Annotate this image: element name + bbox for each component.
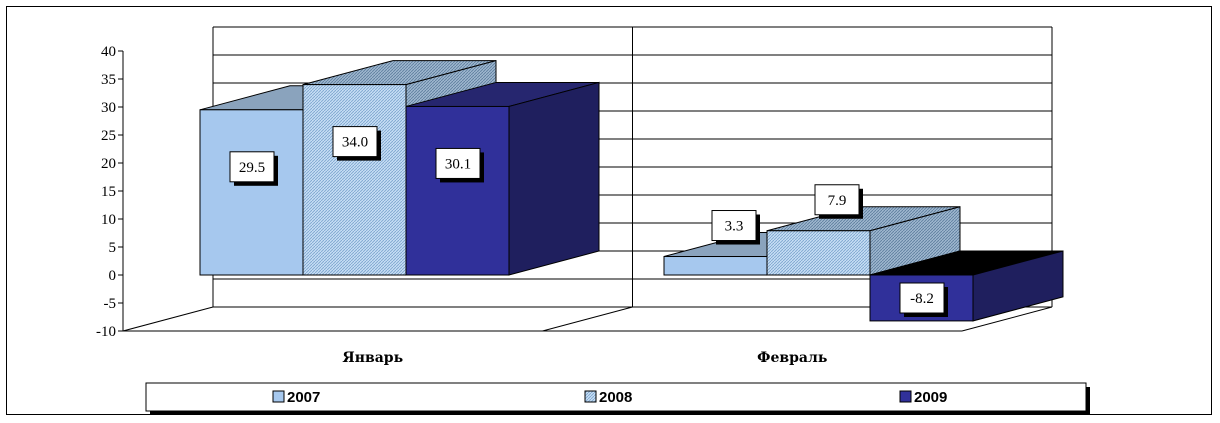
y-tick-label: 15	[101, 184, 116, 200]
y-axis: -10 -5 0 5 10 15 20 25 30 35 40	[96, 44, 124, 340]
bar-2009-Январь	[405, 105, 510, 276]
category-labels: Январь Февраль	[342, 350, 827, 366]
data-label-box	[711, 210, 757, 242]
y-tick-label: 25	[101, 128, 116, 144]
data-label-box	[899, 282, 945, 314]
data-labels: 29.5 34.0 30.1 3.3 7.9 -8.2	[229, 126, 948, 317]
legend-label-2009: 2009	[914, 389, 947, 406]
data-label: -8.2	[910, 291, 934, 307]
legend-swatch-2008	[584, 390, 597, 403]
floor-divider	[542, 306, 633, 332]
bar-2008-Январь	[302, 84, 407, 276]
data-label: 7.9	[828, 193, 847, 209]
data-label-box	[435, 147, 481, 179]
bar-2008-Февраль	[766, 230, 871, 276]
y-tick-label: 35	[101, 72, 116, 88]
y-tick-label: 10	[101, 212, 116, 228]
y-tick-label: 40	[101, 44, 116, 60]
legend: 2007 2008 2009	[145, 382, 1090, 415]
data-label: 29.5	[239, 160, 265, 176]
data-label-box	[229, 151, 275, 183]
category-label-0: Январь	[342, 350, 403, 366]
y-tick-label: -5	[104, 296, 117, 312]
legend-swatch-2007	[272, 390, 285, 403]
y-tick-label: 30	[101, 100, 116, 116]
legend-box	[145, 382, 1087, 412]
legend-label-2008: 2008	[599, 389, 632, 406]
data-label: 30.1	[445, 156, 471, 172]
data-label: 3.3	[725, 219, 744, 235]
bar-side-2009-Январь	[508, 81, 600, 276]
y-tick-label: 0	[109, 268, 117, 284]
legend-label-2007: 2007	[287, 389, 320, 406]
data-label-box	[814, 184, 860, 216]
y-tick-label: -10	[96, 324, 116, 340]
bars	[199, 59, 1064, 322]
data-label: 34.0	[342, 135, 368, 151]
legend-swatch-2009	[899, 390, 912, 403]
data-label-box	[332, 126, 378, 158]
y-tick-label: 20	[101, 156, 116, 172]
bar-2007-Февраль	[663, 256, 768, 276]
floor-divider	[961, 306, 1053, 332]
bar-2007-Январь	[199, 109, 304, 276]
y-tick-label: 5	[109, 240, 117, 256]
floor-divider	[122, 306, 214, 332]
category-label-1: Февраль	[757, 350, 827, 366]
